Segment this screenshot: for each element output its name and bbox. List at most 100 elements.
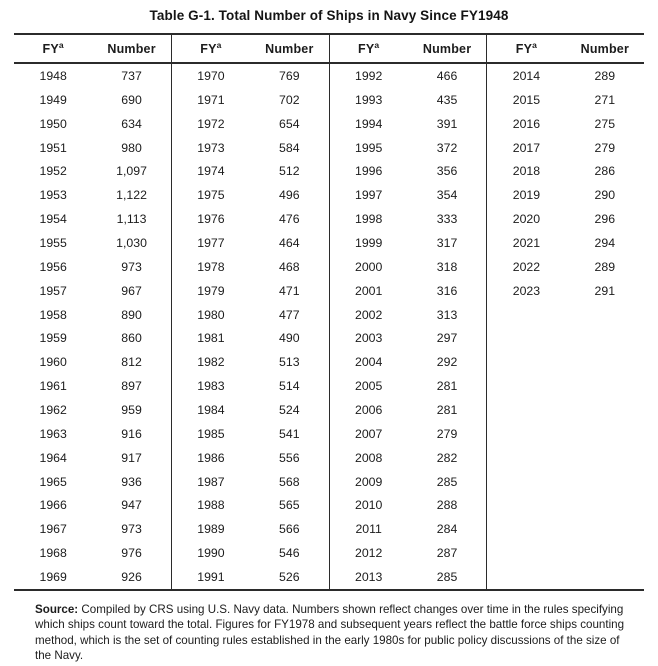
table-row: 2008 282: [330, 446, 487, 470]
fy-cell: 2021: [512, 235, 541, 250]
column-header-row: FYa Number: [14, 35, 171, 64]
table-row: 2003 297: [330, 326, 487, 350]
table-row-empty: [487, 541, 644, 565]
fy-cell: 1972: [197, 116, 225, 131]
table-row: 1963 916: [14, 422, 171, 446]
table-group-2: FYa Number 1970 769 1971 702 1972 654 1973 584 197…: [171, 35, 330, 589]
number-cell: 936: [121, 474, 142, 489]
source-note: Source: Compiled by CRS using U.S. Navy …: [35, 602, 627, 664]
fy-cell: 1973: [197, 140, 225, 155]
table-rows: 1992 466 1993 435 1994 391 1995 372 1996 356 1997 3…: [330, 64, 487, 589]
number-cell: 568: [279, 474, 300, 489]
number-column-header: Number: [265, 41, 314, 56]
fy-cell: 1974: [197, 164, 225, 179]
fy-cell: 1963: [39, 426, 67, 441]
number-cell: 294: [594, 235, 616, 250]
table-row: 1961 897: [14, 374, 171, 398]
fy-cell: 1980: [197, 307, 225, 322]
fy-cell: 1954: [39, 212, 67, 227]
table-row: 1979 471: [172, 279, 329, 303]
table-row: 1999 317: [330, 231, 487, 255]
number-column-header: Number: [422, 41, 472, 56]
table-row-empty: [487, 350, 644, 374]
number-cell: 287: [436, 546, 458, 561]
table-row: 1991 526: [172, 565, 329, 589]
table-row: 1959 860: [14, 326, 171, 350]
table-row: 2016 275: [487, 112, 644, 136]
table-row: 2007 279: [330, 422, 487, 446]
fy-cell: 2009: [355, 474, 383, 489]
table-row: 1973 584: [172, 136, 329, 160]
table-row: 1981 490: [172, 326, 329, 350]
table-row: 1970 769: [172, 64, 329, 88]
fy-footnote-marker: a: [58, 39, 64, 50]
number-cell: 466: [436, 68, 458, 83]
fy-footnote-marker: a: [216, 39, 222, 50]
fy-cell: 2020: [512, 212, 541, 227]
table-row: 2019 290: [487, 183, 644, 207]
table-row: 1958 890: [14, 303, 171, 327]
fy-cell: 2018: [512, 164, 541, 179]
number-cell: 297: [436, 331, 458, 346]
table-row-empty: [487, 398, 644, 422]
number-cell: 556: [279, 450, 300, 465]
table-row: 2023 291: [487, 279, 644, 303]
table-row: 1952 1,097: [14, 159, 171, 183]
table-row: 2000 318: [330, 255, 487, 279]
table-row: 1986 556: [172, 446, 329, 470]
number-cell: 769: [279, 68, 300, 83]
number-cell: 333: [436, 212, 458, 227]
number-column-header: Number: [580, 41, 630, 56]
table-row: 1948 737: [14, 64, 171, 88]
table-row: 1953 1,122: [14, 183, 171, 207]
number-cell: 284: [436, 522, 458, 537]
table-row: 2013 285: [330, 565, 487, 589]
number-cell: 654: [279, 116, 300, 131]
fy-cell: 2016: [512, 116, 541, 131]
table-row-empty: [487, 374, 644, 398]
table-group-3: FYa Number 1992 466 1993 435 1994 391 1995 372 199…: [329, 35, 488, 589]
table-row: 1960 812: [14, 350, 171, 374]
number-cell: 514: [279, 379, 300, 394]
fy-footnote-marker: a: [374, 39, 380, 50]
table-row: 1988 565: [172, 493, 329, 517]
fy-cell: 2022: [512, 259, 541, 274]
fy-cell: 1967: [39, 522, 67, 537]
number-cell: 288: [436, 498, 458, 513]
table-row: 2017 279: [487, 136, 644, 160]
column-header-row: FYa Number: [487, 35, 644, 64]
number-cell: 490: [279, 331, 300, 346]
table-row: 1998 333: [330, 207, 487, 231]
number-cell: 690: [121, 92, 142, 107]
fy-cell: 1948: [39, 68, 67, 83]
table-row: 1974 512: [172, 159, 329, 183]
table-row: 1956 973: [14, 255, 171, 279]
table-group-4: FYa Number 2014 289 2015 271 2016 275 2017 279 201…: [487, 35, 644, 589]
fy-cell: 2019: [512, 188, 541, 203]
table-row: 2011 284: [330, 517, 487, 541]
fy-cell: 1962: [39, 402, 67, 417]
number-cell: 702: [279, 92, 300, 107]
number-cell: 1,097: [116, 164, 147, 179]
table-row: 2002 313: [330, 303, 487, 327]
fy-cell: 2006: [355, 402, 383, 417]
table-row: 1997 354: [330, 183, 487, 207]
fy-cell: 1964: [39, 450, 67, 465]
number-cell: 289: [594, 259, 616, 274]
fy-cell: 2014: [512, 68, 541, 83]
number-cell: 524: [279, 402, 300, 417]
number-cell: 291: [594, 283, 616, 298]
table-row: 1989 566: [172, 517, 329, 541]
fy-cell: 1996: [355, 164, 383, 179]
number-cell: 354: [436, 188, 458, 203]
table-row: 1977 464: [172, 231, 329, 255]
table-row: 1967 973: [14, 517, 171, 541]
ships-table: FYa Number 1948 737 1949 690 1950 634 1951 980 195…: [14, 33, 644, 591]
number-cell: 476: [279, 212, 300, 227]
table-row-empty: [487, 422, 644, 446]
table-row: 2014 289: [487, 64, 644, 88]
number-cell: 973: [121, 522, 142, 537]
table-row: 1969 926: [14, 565, 171, 589]
number-cell: 285: [436, 569, 458, 584]
